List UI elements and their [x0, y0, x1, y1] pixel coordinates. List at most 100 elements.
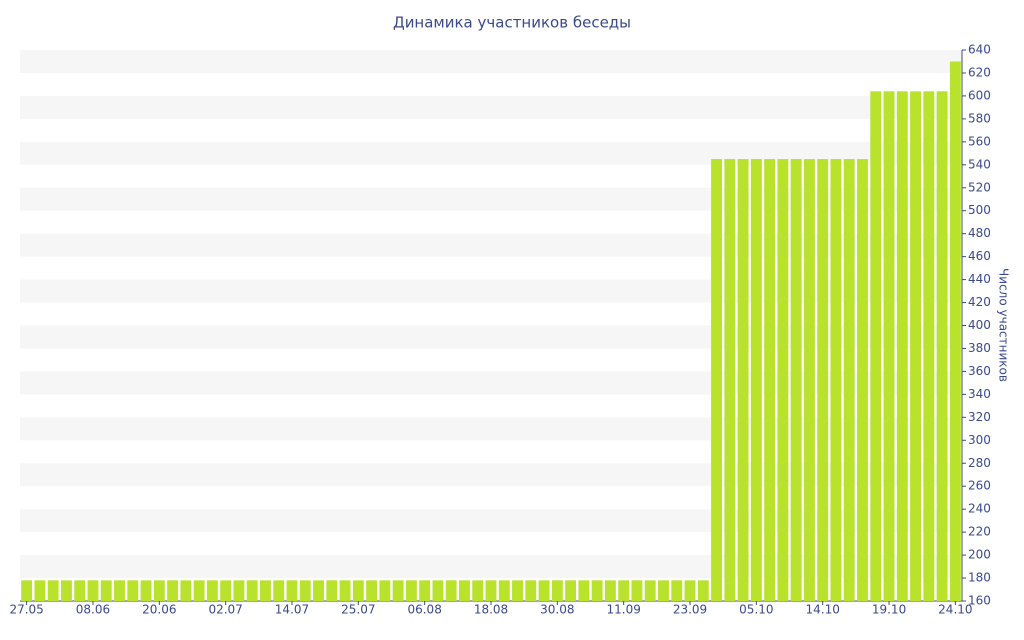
bar	[220, 580, 232, 601]
bar	[74, 580, 86, 601]
bar	[578, 580, 590, 601]
bar	[100, 580, 112, 601]
y-tick-label: 360	[968, 364, 991, 378]
y-tick-label: 200	[968, 548, 991, 562]
bar	[525, 580, 537, 601]
bar	[949, 61, 961, 601]
bar	[817, 159, 829, 602]
bar	[551, 580, 563, 601]
bar	[339, 580, 351, 601]
bar	[326, 580, 338, 601]
bar	[565, 580, 577, 601]
bar	[180, 580, 192, 601]
bar	[366, 580, 378, 601]
bar	[193, 580, 205, 601]
bar	[604, 580, 616, 601]
y-tick-label: 180	[968, 571, 991, 585]
y-tick-label: 240	[968, 502, 991, 516]
y-tick-label: 580	[968, 111, 991, 125]
bar	[140, 580, 152, 601]
x-tick-label: 11.09	[606, 603, 640, 617]
bar	[459, 580, 470, 601]
bar	[34, 580, 46, 601]
bar	[764, 159, 776, 602]
bar	[684, 580, 696, 601]
y-tick-label: 460	[968, 249, 991, 263]
y-tick-label: 320	[968, 410, 991, 424]
bar	[352, 580, 364, 601]
bar	[47, 580, 59, 601]
y-tick-label: 420	[968, 295, 991, 309]
bar	[883, 91, 895, 601]
bar	[618, 580, 630, 601]
y-tick-label: 540	[968, 157, 991, 171]
bar	[472, 580, 484, 601]
y-tick-label: 300	[968, 433, 991, 447]
bar	[485, 580, 497, 601]
bar	[896, 91, 908, 601]
bar	[750, 159, 762, 602]
bar	[538, 580, 550, 601]
y-tick-label: 220	[968, 525, 991, 539]
bar	[830, 159, 842, 602]
bar	[233, 580, 245, 601]
x-tick-label: 14.10	[806, 603, 840, 617]
bar	[777, 159, 789, 602]
x-tick-label: 25.07	[341, 603, 375, 617]
y-tick-label: 440	[968, 272, 991, 286]
y-tick-label: 280	[968, 456, 991, 470]
bar	[711, 159, 722, 602]
bar	[512, 580, 523, 601]
bar	[286, 580, 298, 601]
bar	[114, 580, 125, 601]
x-tick-label: 19.10	[872, 603, 906, 617]
y-axis-label: Число участников	[997, 268, 1011, 382]
bar	[803, 159, 815, 602]
bar	[127, 580, 139, 601]
x-tick-label: 02.07	[208, 603, 242, 617]
y-tick-label: 500	[968, 203, 991, 217]
bar	[405, 580, 417, 601]
bar	[843, 159, 855, 602]
y-tick-label: 260	[968, 479, 991, 493]
bar	[167, 580, 179, 601]
bar	[432, 580, 444, 601]
bar	[445, 580, 457, 601]
bar	[392, 580, 404, 601]
bar	[498, 580, 510, 601]
bar	[910, 91, 922, 601]
bar	[260, 580, 271, 601]
bar	[936, 91, 948, 601]
bar	[870, 91, 882, 601]
bar	[273, 580, 285, 601]
y-tick-label: 520	[968, 180, 991, 194]
x-tick-label: 18.08	[474, 603, 508, 617]
x-tick-label: 05.10	[739, 603, 773, 617]
y-tick-label: 640	[968, 43, 991, 57]
bar	[87, 580, 99, 601]
bar	[591, 580, 603, 601]
x-tick-label: 20.06	[142, 603, 176, 617]
x-tick-label: 30.08	[540, 603, 574, 617]
y-tick-label: 160	[968, 594, 991, 608]
bar	[206, 580, 218, 601]
bar	[21, 580, 33, 601]
bar	[60, 580, 72, 601]
bar	[724, 159, 736, 602]
bar	[419, 580, 431, 601]
bar	[658, 580, 669, 601]
chart-title: Динамика участников беседы	[393, 14, 631, 32]
bar	[313, 580, 324, 601]
x-tick-label: 24.10	[938, 603, 972, 617]
bar	[671, 580, 683, 601]
grid-band	[20, 50, 962, 73]
y-tick-label: 600	[968, 88, 991, 102]
bar	[379, 580, 391, 601]
x-tick-label: 08.06	[76, 603, 110, 617]
y-tick-label: 620	[968, 65, 991, 79]
x-tick-label: 27.05	[9, 603, 43, 617]
x-tick-label: 23.09	[673, 603, 707, 617]
bar	[299, 580, 311, 601]
y-tick-label: 560	[968, 134, 991, 148]
